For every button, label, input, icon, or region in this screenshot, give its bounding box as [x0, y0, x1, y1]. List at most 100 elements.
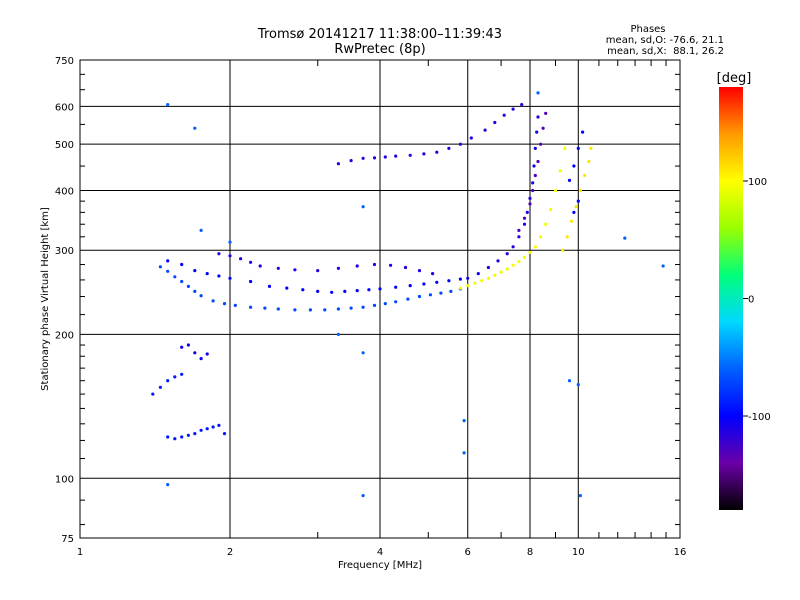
data-point [263, 306, 267, 310]
data-point [217, 252, 221, 256]
data-point [293, 268, 297, 272]
data-point [151, 392, 155, 396]
data-point [422, 152, 426, 156]
data-point [536, 91, 540, 95]
data-point [576, 199, 580, 203]
data-point [336, 266, 340, 270]
data-point [361, 305, 365, 309]
plot-frame [79, 59, 681, 539]
data-point [422, 282, 426, 286]
data-point [394, 285, 398, 289]
data-point [217, 423, 221, 427]
data-point [372, 303, 377, 307]
data-point [349, 159, 353, 163]
data-point [336, 307, 340, 311]
data-point [536, 159, 540, 164]
data-point [476, 272, 480, 276]
x-axis-label: Frequency [MHz] [338, 560, 422, 571]
data-point [581, 130, 585, 134]
data-point [323, 308, 327, 312]
x-tick-label: 1 [77, 547, 83, 558]
data-point [361, 351, 365, 355]
data-point [531, 181, 535, 185]
data-point [466, 276, 470, 280]
data-point [535, 130, 539, 134]
y-axis-ticks: 75 100 200 300 400 500 600 750 [55, 56, 680, 545]
colorbar-tick-label: 100 [748, 177, 767, 188]
data-point [466, 284, 470, 288]
data-point [173, 375, 177, 379]
data-point [166, 103, 170, 107]
data-point [355, 289, 359, 293]
data-point [336, 162, 340, 166]
data-point [193, 351, 197, 355]
data-point [417, 294, 422, 299]
data-point [199, 357, 203, 361]
data-point [522, 222, 527, 226]
data-point [217, 274, 221, 278]
y-tick-label: 100 [55, 474, 74, 485]
data-point [623, 236, 627, 240]
colorbar [719, 87, 743, 510]
data-point [228, 240, 232, 244]
data-point [394, 154, 398, 158]
x-tick-label: 4 [377, 547, 383, 558]
data-point [173, 437, 177, 441]
data-point [447, 146, 451, 150]
data-point [293, 308, 297, 312]
data-point [249, 305, 253, 309]
data-point [439, 291, 443, 295]
data-point [249, 279, 253, 284]
data-point [222, 432, 227, 436]
data-point [567, 379, 572, 383]
data-point [403, 265, 408, 270]
data-point [222, 302, 227, 306]
x-tick-label: 6 [465, 547, 471, 558]
data-point [525, 210, 529, 214]
data-point [301, 288, 305, 292]
data-point [389, 263, 393, 267]
data-point [462, 451, 466, 455]
data-point [570, 219, 574, 223]
chart-title: Tromsø 20141217 11:38:00–11:39:43 [257, 27, 502, 42]
data-point [349, 306, 353, 310]
data-point [496, 259, 500, 263]
data-point [587, 159, 591, 164]
data-point [186, 284, 190, 288]
phases-box-x-stats: mean, sd,X: 88.1, 26.2 [607, 46, 724, 57]
y-tick-label: 300 [55, 246, 74, 257]
data-point [186, 343, 190, 347]
data-point [528, 202, 532, 206]
data-point [193, 269, 197, 273]
data-point [180, 435, 184, 439]
data-point [276, 266, 280, 270]
data-point [193, 126, 197, 130]
x-tick-label: 2 [227, 547, 233, 558]
data-point [661, 264, 665, 268]
data-point [211, 299, 215, 303]
data-point [166, 379, 170, 383]
data-point [166, 483, 170, 487]
data-point [483, 128, 487, 132]
x-tick-label: 16 [674, 547, 687, 558]
data-point [193, 432, 197, 436]
data-point [502, 113, 506, 117]
data-point [458, 277, 462, 281]
data-point [361, 494, 365, 498]
data-point [239, 257, 243, 261]
data-point [428, 293, 432, 297]
data-point [536, 115, 540, 119]
data-point [480, 279, 484, 283]
data-point [158, 265, 162, 269]
data-point [486, 276, 490, 280]
y-tick-label: 200 [55, 330, 74, 341]
data-point [408, 153, 412, 157]
data-point [367, 288, 371, 292]
data-point [249, 260, 253, 264]
data-point [166, 435, 170, 439]
data-point [458, 286, 462, 290]
colorbar-ticks: 100 0 -100 [743, 177, 771, 423]
grid-lines [80, 60, 680, 538]
data-point [533, 245, 537, 249]
